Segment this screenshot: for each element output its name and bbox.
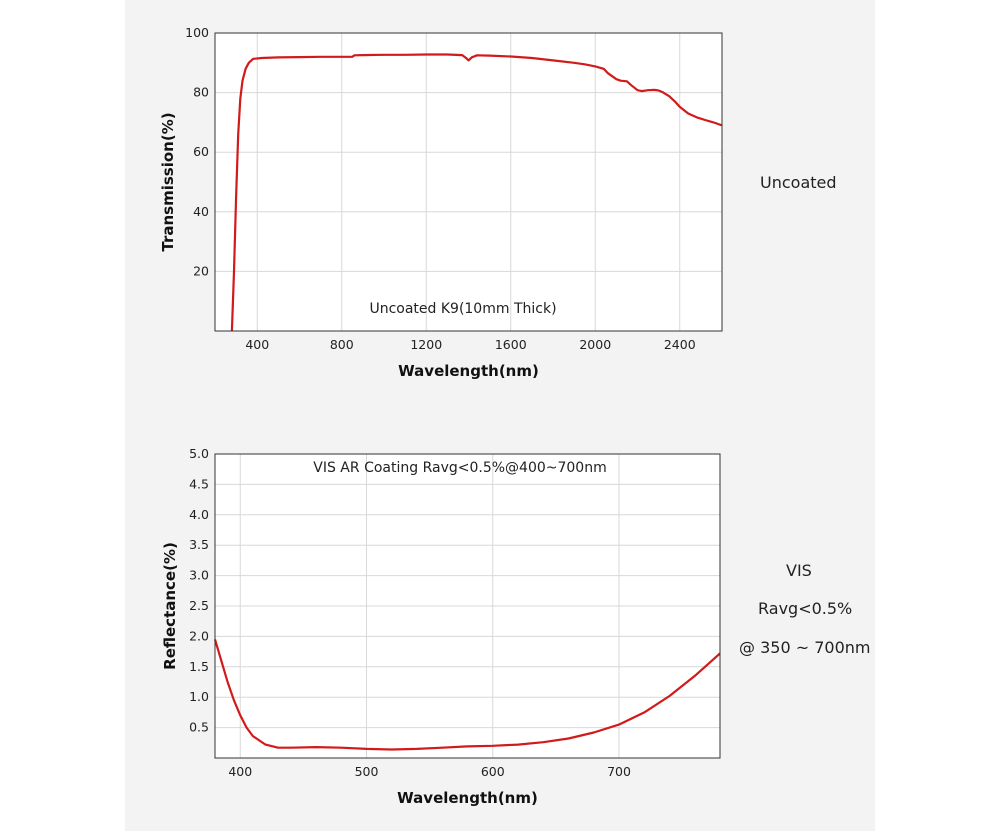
y-tick-label: 0.5: [189, 720, 209, 735]
plot-area: [215, 33, 722, 331]
y-tick-label: 4.5: [189, 476, 209, 491]
x-tick-label: 400: [228, 764, 252, 779]
x-tick-label: 2400: [664, 337, 696, 352]
x-tick-label: 800: [330, 337, 354, 352]
x-tick-label: 500: [355, 764, 379, 779]
y-tick-label: 20: [193, 263, 209, 278]
side-label-ravg: Ravg<0.5%: [758, 599, 853, 618]
y-tick-label: 2.5: [189, 598, 209, 613]
x-tick-label: 2000: [579, 337, 611, 352]
plot-frame: [214, 453, 721, 759]
side-label-range: @ 350 ~ 700nm: [739, 638, 871, 657]
y-tick-label: 3.0: [189, 568, 209, 583]
x-axis-title: Wavelength(nm): [398, 362, 539, 380]
reflectance-chart: 400 500 600 700 0.5 1.0 1.5 2.0 2.5 3.0 3.5 4.0 4.5 5…: [161, 446, 721, 807]
y-tick-label: 1.5: [189, 659, 209, 674]
y-tick-label: 2.0: [189, 628, 209, 643]
y-tick-label: 4.0: [189, 507, 209, 522]
y-tick-label: 5.0: [189, 446, 209, 461]
y-tick-label: 100: [185, 25, 209, 40]
x-tick-label: 600: [481, 764, 505, 779]
x-tick-label: 700: [607, 764, 631, 779]
transmission-chart: 400 800 1200 1600 2000 2400 20 40 60 80 100 Wavelen…: [159, 25, 723, 380]
x-tick-label: 400: [245, 337, 269, 352]
y-tick-label: 80: [193, 85, 209, 100]
chart-annotation: Uncoated K9(10mm Thick): [369, 301, 556, 317]
y-tick-label: 60: [193, 144, 209, 159]
y-axis-title: Transmission(%): [159, 112, 177, 251]
y-tick-label: 3.5: [189, 537, 209, 552]
y-axis-title: Reflectance(%): [161, 542, 179, 670]
series-line-0: [230, 53, 723, 332]
x-tick-label: 1600: [495, 337, 527, 352]
plot-frame: [214, 32, 723, 332]
side-label-vis: VIS: [786, 561, 812, 580]
x-tick-label: 1200: [410, 337, 442, 352]
chart-annotation: VIS AR Coating Ravg<0.5%@400~700nm: [313, 460, 606, 476]
y-tick-label: 1.0: [189, 689, 209, 704]
x-axis-title: Wavelength(nm): [397, 789, 538, 807]
side-label-uncoated: Uncoated: [760, 173, 837, 192]
y-tick-label: 40: [193, 204, 209, 219]
series-line-0: [213, 639, 721, 751]
